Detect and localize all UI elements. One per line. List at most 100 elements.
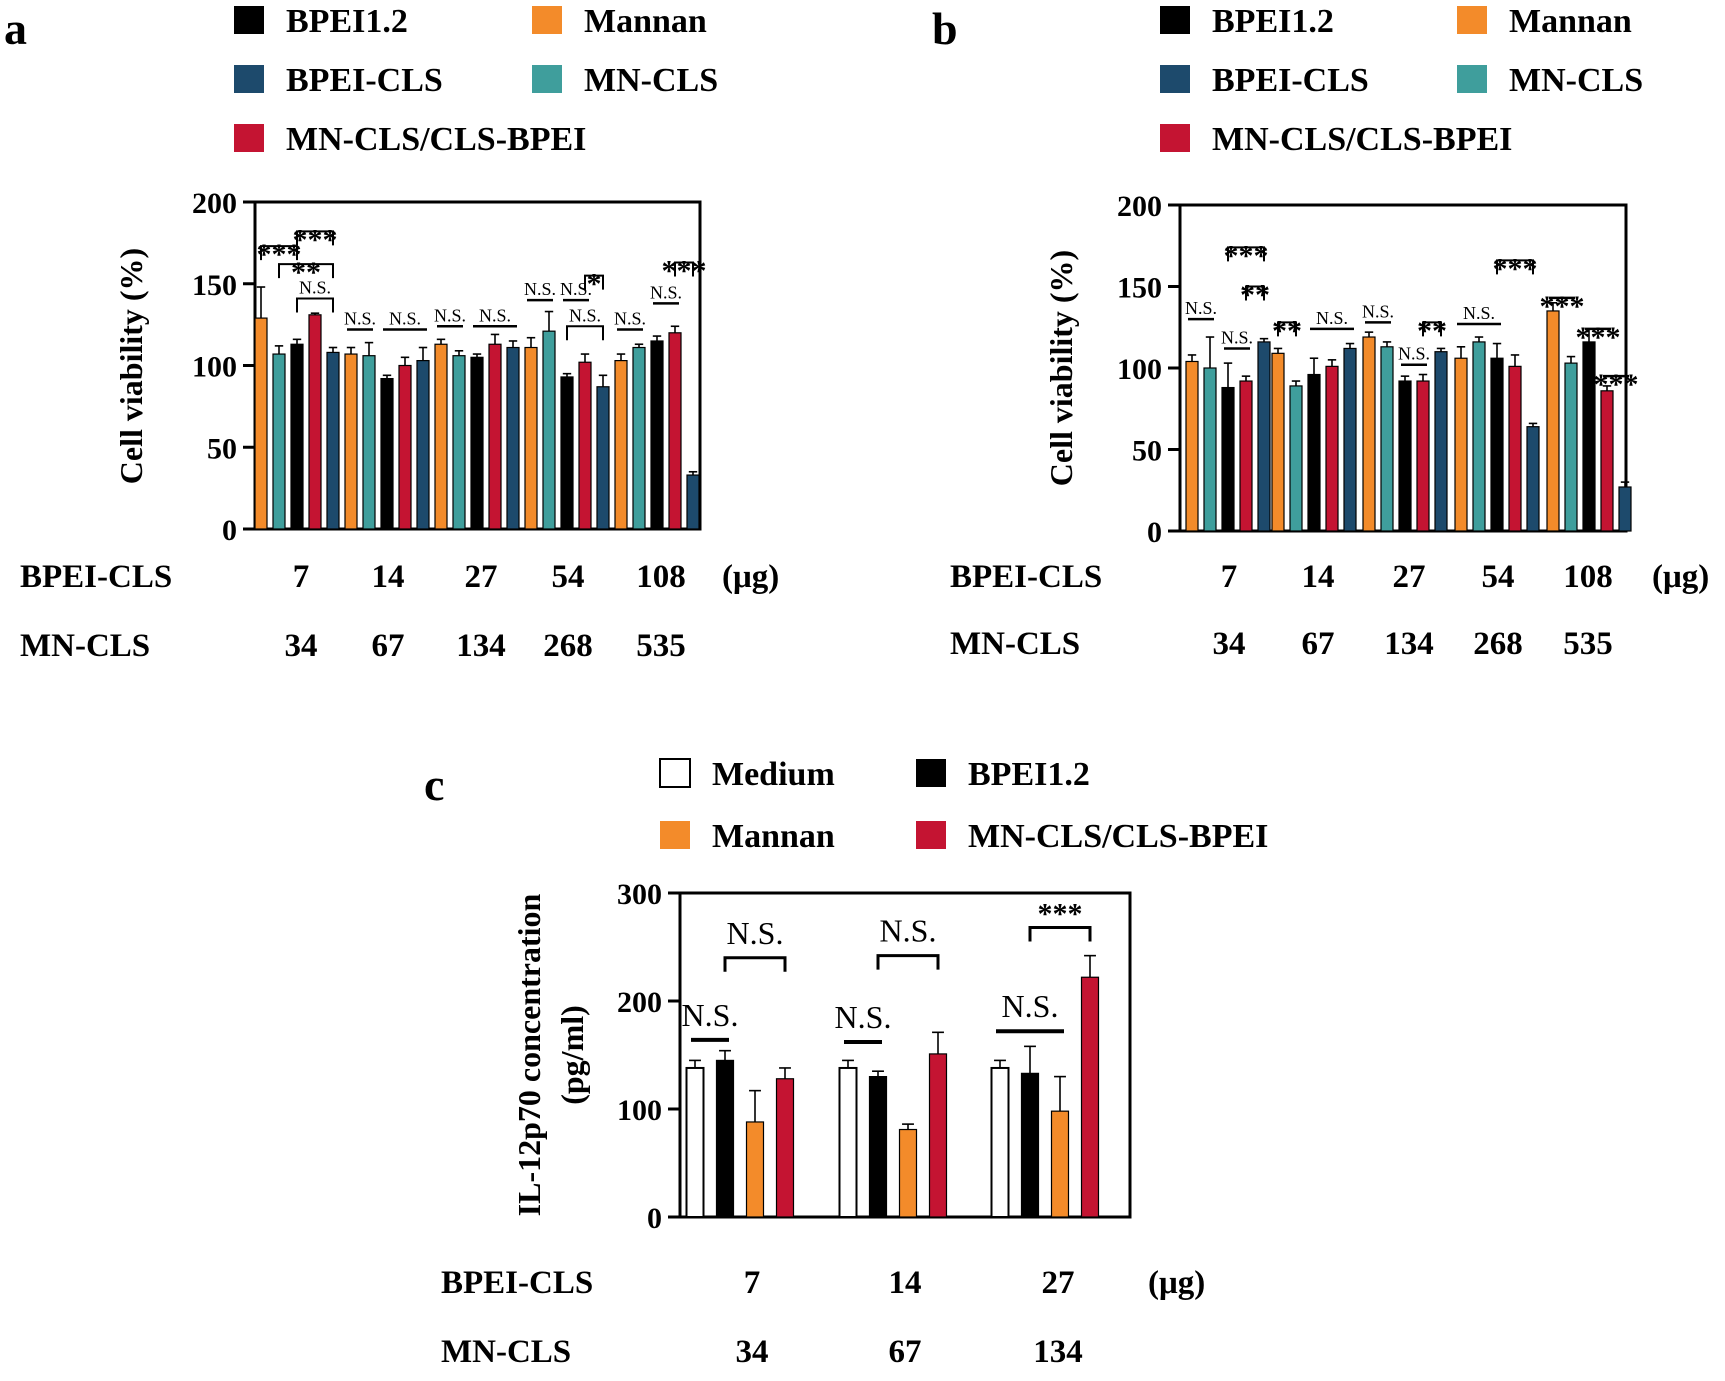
significance-label: N.S.: [389, 309, 421, 329]
bar: [1618, 486, 1632, 532]
x-row-value: 54: [552, 559, 585, 595]
bar: [868, 1075, 888, 1218]
bar: [524, 346, 538, 530]
bar: [1239, 380, 1253, 532]
bar: [686, 474, 700, 530]
legend-label: MN-CLS/CLS-BPEI: [968, 818, 1268, 855]
significance-label: ***: [293, 223, 338, 256]
x-row-value: 34: [736, 1334, 769, 1370]
significance-label: **: [1272, 314, 1302, 347]
significance-label: N.S.: [1362, 301, 1394, 321]
legend-label: Mannan: [584, 3, 707, 40]
bar: [1398, 380, 1412, 532]
panel-letter-bound: c: [424, 759, 444, 810]
legend-swatch: [1160, 124, 1190, 152]
bar: [685, 1066, 705, 1218]
bar: [898, 1128, 918, 1218]
y-tick-label: 150: [1117, 272, 1162, 305]
significance-bracket: [1277, 321, 1297, 337]
legend-swatch: [532, 6, 562, 34]
significance-label: N.S.: [344, 309, 376, 329]
bar: [416, 359, 430, 530]
legend-label: BPEI-CLS: [1212, 62, 1369, 99]
significance-bracket: [1422, 321, 1442, 337]
y-tick-label: 0: [222, 514, 237, 547]
x-row-value: 67: [1302, 626, 1335, 662]
bar: [1416, 380, 1430, 532]
bar: [632, 346, 646, 530]
legend-label: MN-CLS: [584, 62, 718, 99]
significance-label: N.S.: [727, 915, 784, 951]
x-row-value: 67: [889, 1334, 922, 1370]
significance-label: N.S.: [1221, 327, 1253, 347]
significance-label: ***: [1576, 321, 1621, 354]
x-row-unit: (μg): [722, 559, 779, 595]
bar: [398, 364, 412, 530]
significance-bracket: [1028, 926, 1092, 942]
bar: [775, 1078, 795, 1218]
x-row-unit: (μg): [1652, 559, 1709, 595]
legend-swatch: [234, 65, 264, 93]
bar: [1564, 362, 1578, 532]
significance-label: *: [587, 268, 602, 301]
x-row-value: 54: [1482, 559, 1515, 595]
y-axis-title-line-1: IL-12p70 concentration: [511, 893, 547, 1216]
significance-label: N.S.: [614, 309, 646, 329]
legend-swatch: [916, 821, 946, 849]
bar: [1221, 386, 1235, 532]
significance-label: N.S.: [650, 282, 682, 302]
panel-c: c Medium BPEI1.2 Mannan MN-CLS/CLS-BPEI 0 100 2…: [424, 756, 1268, 1370]
significance-label: **: [1240, 279, 1270, 312]
bar: [452, 355, 466, 530]
x-row-value: 27: [1393, 559, 1426, 595]
legend-label: MN-CLS: [1509, 62, 1643, 99]
legend-swatch: [1457, 65, 1487, 93]
panel-b: b BPEI1.2 Mannan BPEI-CLS MN-CLS MN-CLS/CLS-B…: [932, 3, 1709, 662]
legend-label: MN-CLS/CLS-BPEI: [286, 121, 586, 158]
significance-label: ***: [1540, 290, 1585, 323]
y-axis-title: Cell viability (%): [113, 248, 149, 484]
bar: [1325, 365, 1339, 532]
y-tick-label: 200: [1117, 190, 1162, 223]
bar: [1526, 426, 1540, 532]
significance-label: N.S.: [1316, 308, 1348, 328]
x-row-value: 108: [636, 559, 686, 595]
y-axis-title-line-2: (pg/ml): [554, 1005, 590, 1105]
x-row-value: 134: [1384, 626, 1434, 662]
x-row-value: 14: [372, 559, 405, 595]
bar: [560, 376, 574, 530]
significance-bracket: [723, 956, 787, 972]
y-tick-label: 300: [617, 878, 662, 911]
x-row-value: 34: [1213, 626, 1246, 662]
significance-label: N.S.: [524, 279, 556, 299]
x-row-label: MN-CLS: [950, 626, 1080, 662]
bar: [1050, 1110, 1070, 1218]
significance-label: ***: [1594, 368, 1639, 401]
significance-label: N.S.: [479, 305, 511, 325]
x-row-label: BPEI-CLS: [441, 1265, 593, 1301]
bar: [928, 1053, 948, 1218]
x-row-label: MN-CLS: [441, 1334, 571, 1370]
x-row-value: 134: [456, 628, 506, 664]
significance-label: N.S.: [569, 305, 601, 325]
x-row-value: 268: [1473, 626, 1523, 662]
x-row-value: 7: [293, 559, 310, 595]
significance-label: N.S.: [682, 997, 739, 1033]
legend-label: BPEI1.2: [968, 756, 1090, 793]
bar: [1508, 365, 1522, 532]
y-tick-label: 50: [1132, 435, 1162, 468]
legend-swatch: [659, 758, 691, 788]
x-row-label: BPEI-CLS: [20, 559, 172, 595]
legend-swatch: [234, 124, 264, 152]
bar: [506, 346, 520, 530]
bar: [1600, 390, 1614, 532]
bar: [715, 1059, 735, 1218]
bar: [434, 343, 448, 530]
bar: [1020, 1072, 1040, 1218]
x-row-label: BPEI-CLS: [950, 559, 1102, 595]
x-row-value: 7: [744, 1265, 761, 1301]
legend-swatch: [916, 759, 946, 787]
bar: [838, 1066, 858, 1218]
significance-bracket: [584, 274, 604, 290]
